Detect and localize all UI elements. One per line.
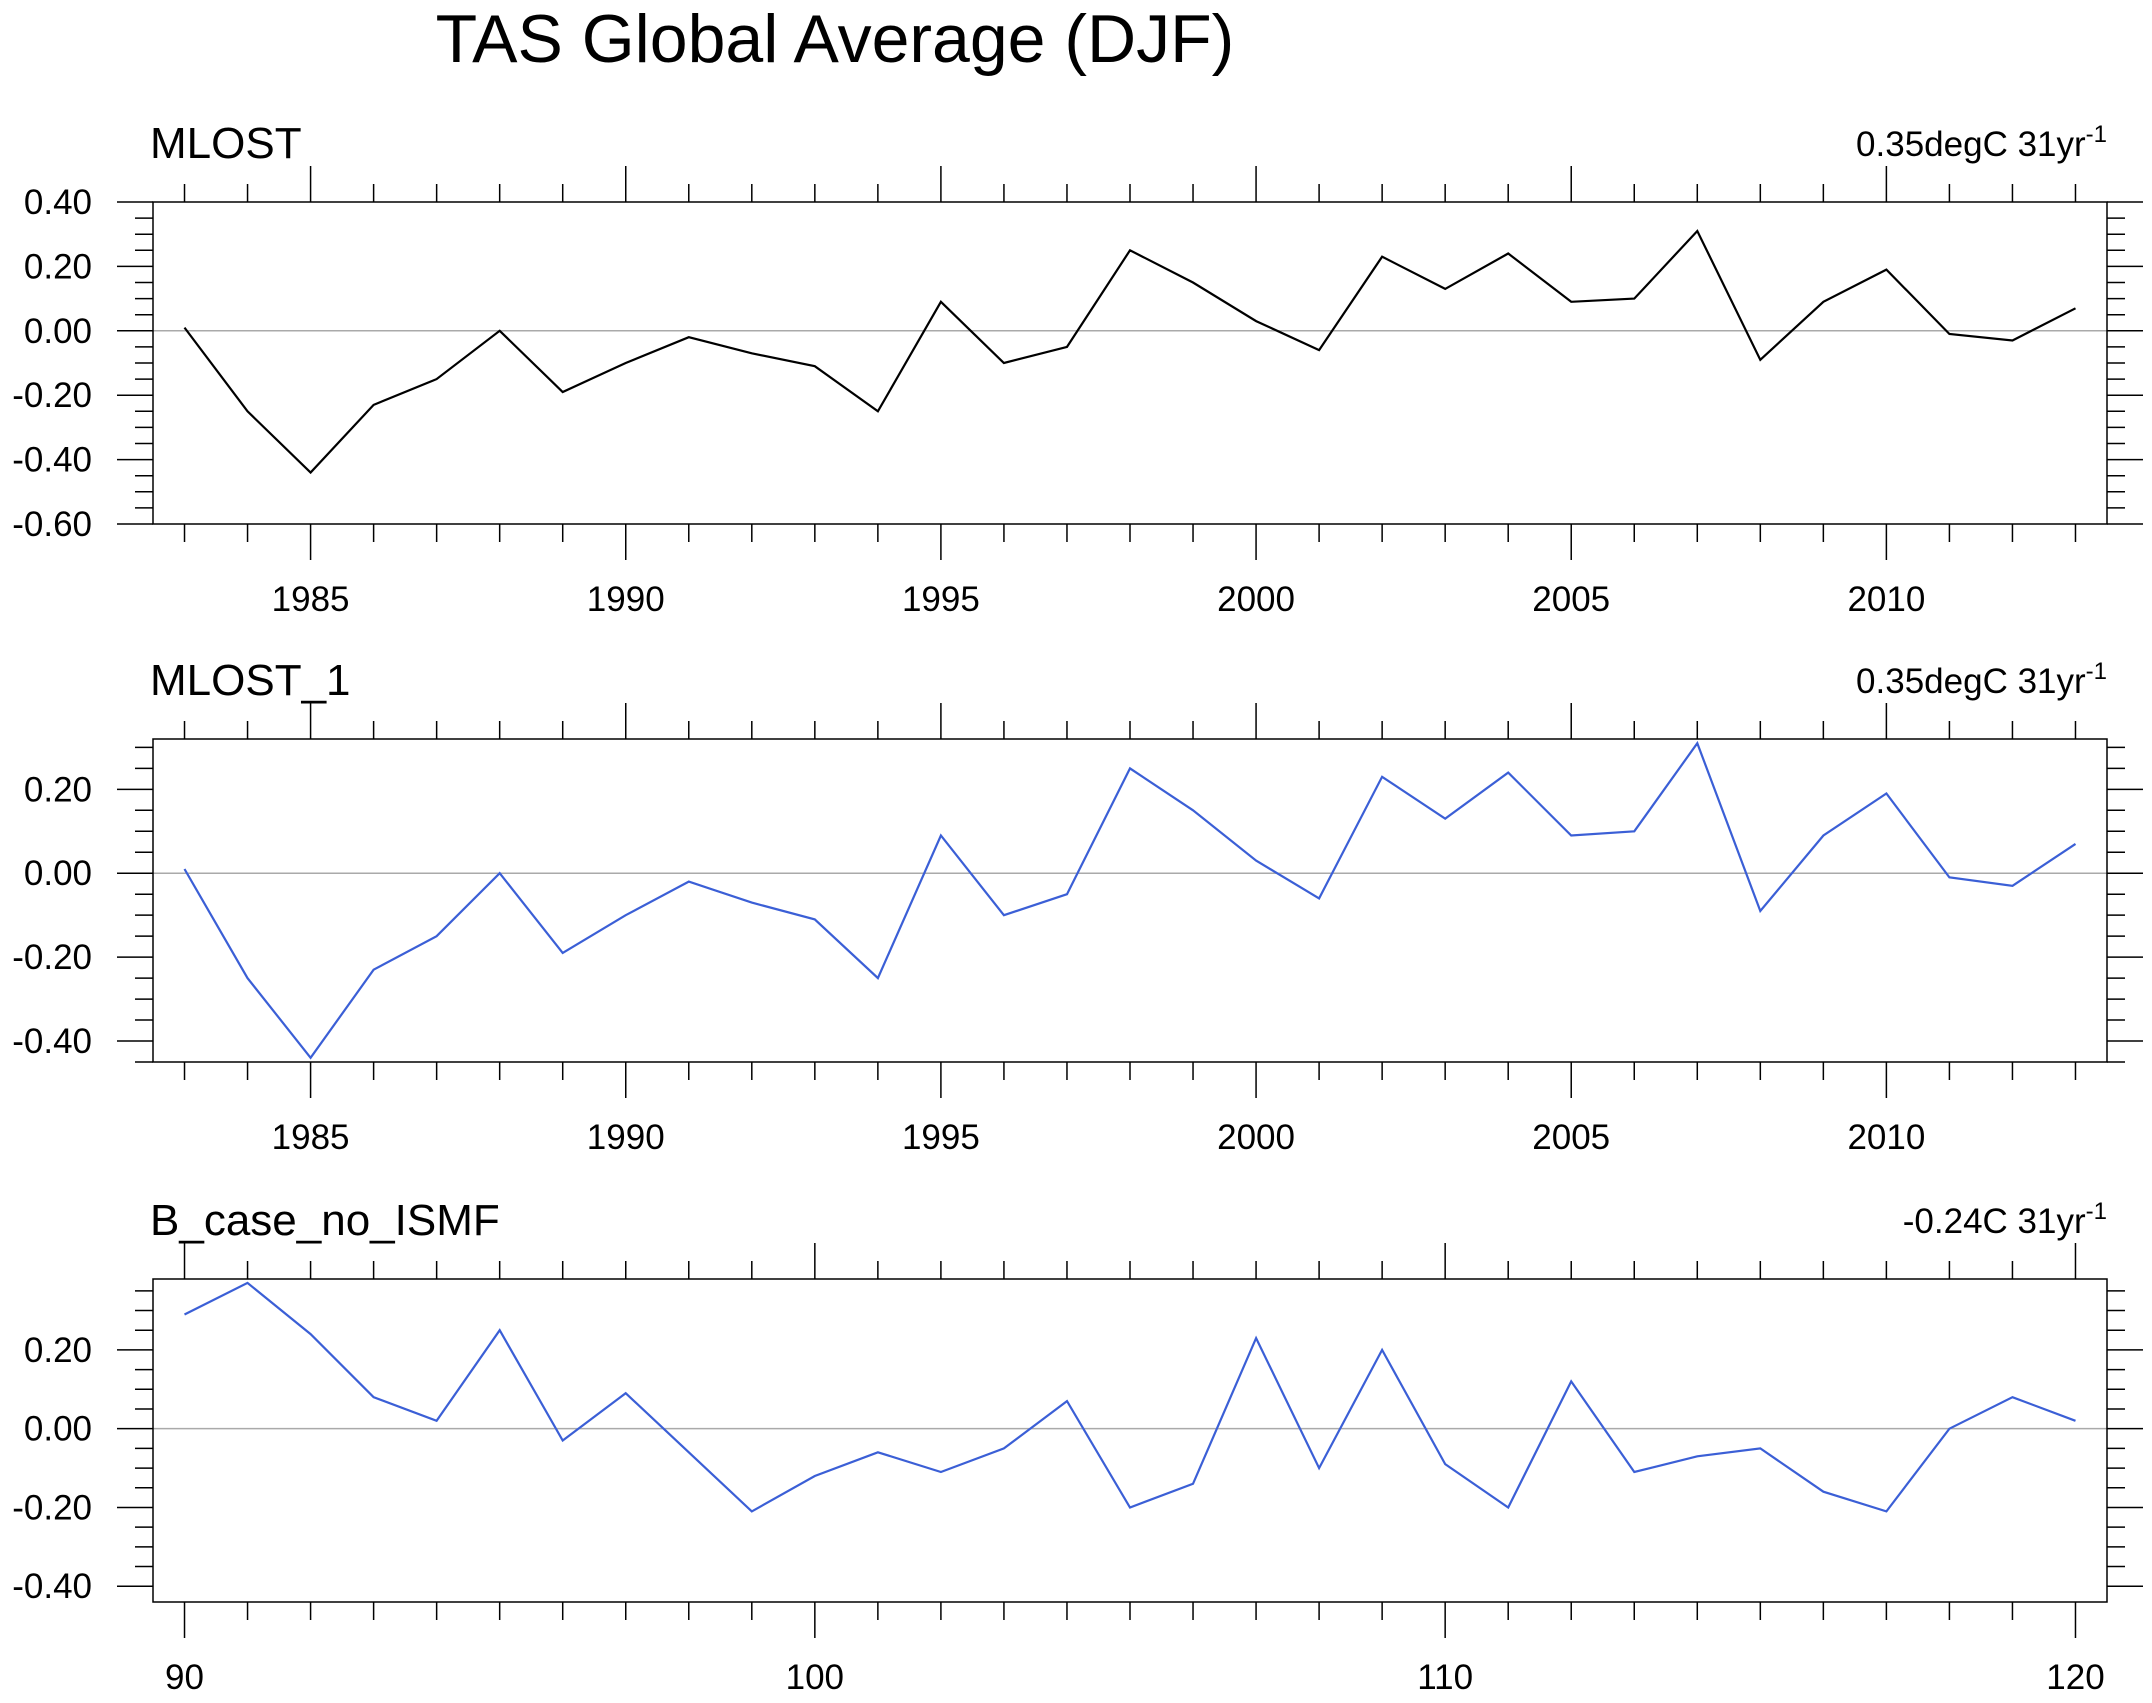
page-title: TAS Global Average (DJF): [436, 1, 1235, 77]
panel-title: MLOST_1: [150, 656, 351, 705]
x-tick-label: 1990: [587, 1118, 665, 1157]
panel-1: MLOST 0.35degC 31yr-1 1985 1990 1995 2000 2005…: [12, 119, 2143, 619]
x-tick-label: 2010: [1847, 580, 1925, 619]
panel-title: MLOST: [150, 119, 302, 168]
y-tick-label: -0.20: [12, 1488, 92, 1527]
y-tick-label: 0.00: [24, 312, 92, 351]
x-tick-label: 2000: [1217, 580, 1295, 619]
y-tick-label: -0.60: [12, 505, 92, 544]
trend-label: 0.35degC 31yr-1: [1856, 121, 2107, 164]
x-tick-label: 2010: [1847, 1118, 1925, 1157]
x-tick-label: 1985: [272, 1118, 350, 1157]
plot-frame: [152, 738, 2108, 1063]
y-tick-label: 0.00: [24, 854, 92, 893]
x-tick-label: 1995: [902, 1118, 980, 1157]
plot-frame: [152, 1278, 2108, 1603]
x-tick-label: 100: [786, 1658, 844, 1697]
y-tick-label: -0.40: [12, 1022, 92, 1061]
y-tick-label: -0.20: [12, 938, 92, 977]
x-tick-label: 120: [2046, 1658, 2104, 1697]
panel-title: B_case_no_ISMF: [150, 1196, 500, 1245]
x-tick-label: 110: [1417, 1658, 1473, 1697]
y-tick-label: 0.20: [24, 247, 92, 286]
series-line: [183, 740, 2077, 1060]
trend-label-text: -0.24C 31yr: [1903, 1202, 2086, 1241]
x-tick-label: 2005: [1532, 1118, 1610, 1157]
y-tick-label: 0.00: [24, 1410, 92, 1449]
series-line: [184, 1281, 2076, 1513]
y-tick-label: 0.20: [24, 770, 92, 809]
x-tick-label: 1990: [587, 580, 665, 619]
trend-label-superscript: -1: [2086, 1198, 2107, 1225]
y-tick-label: 0.40: [24, 183, 92, 222]
x-tick-label: 1995: [902, 580, 980, 619]
y-tick-label: -0.20: [12, 376, 92, 415]
x-tick-label: 2000: [1217, 1118, 1295, 1157]
trend-label-text: 0.35degC 31yr: [1856, 662, 2086, 701]
trend-label-text: 0.35degC 31yr: [1856, 125, 2086, 164]
series-line: [183, 229, 2077, 475]
y-tick-label: -0.40: [12, 1567, 92, 1606]
trend-label: 0.35degC 31yr-1: [1856, 658, 2107, 701]
x-tick-label: 2005: [1532, 580, 1610, 619]
trend-label-superscript: -1: [2086, 121, 2107, 148]
x-tick-label: 90: [165, 1658, 204, 1697]
y-tick-label: 0.20: [24, 1331, 92, 1370]
trend-label-superscript: -1: [2086, 658, 2107, 685]
x-tick-label: 1985: [272, 580, 350, 619]
trend-label: -0.24C 31yr-1: [1903, 1198, 2107, 1241]
y-tick-label: -0.40: [12, 441, 92, 480]
panel-2: MLOST_1 0.35degC 31yr-1 1985 1990 1995 2000 20…: [12, 656, 2143, 1157]
panel-3: B_case_no_ISMF -0.24C 31yr-1 90 100 110 120 -0…: [12, 1196, 2143, 1697]
